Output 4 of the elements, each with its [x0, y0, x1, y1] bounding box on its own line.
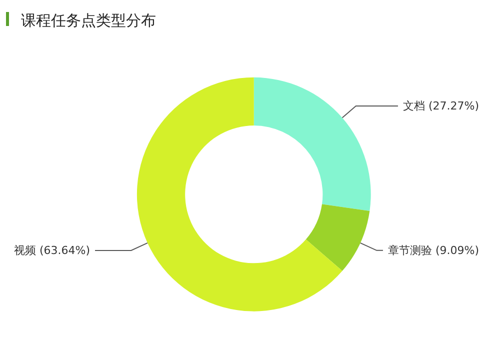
slice-label: 视频 (63.64%) [14, 244, 90, 257]
slice-label: 文档 (27.27%) [402, 99, 479, 112]
chart-title: 课程任务点类型分布 [21, 12, 156, 30]
slice-label: 章节测验 (9.09%) [388, 244, 479, 257]
